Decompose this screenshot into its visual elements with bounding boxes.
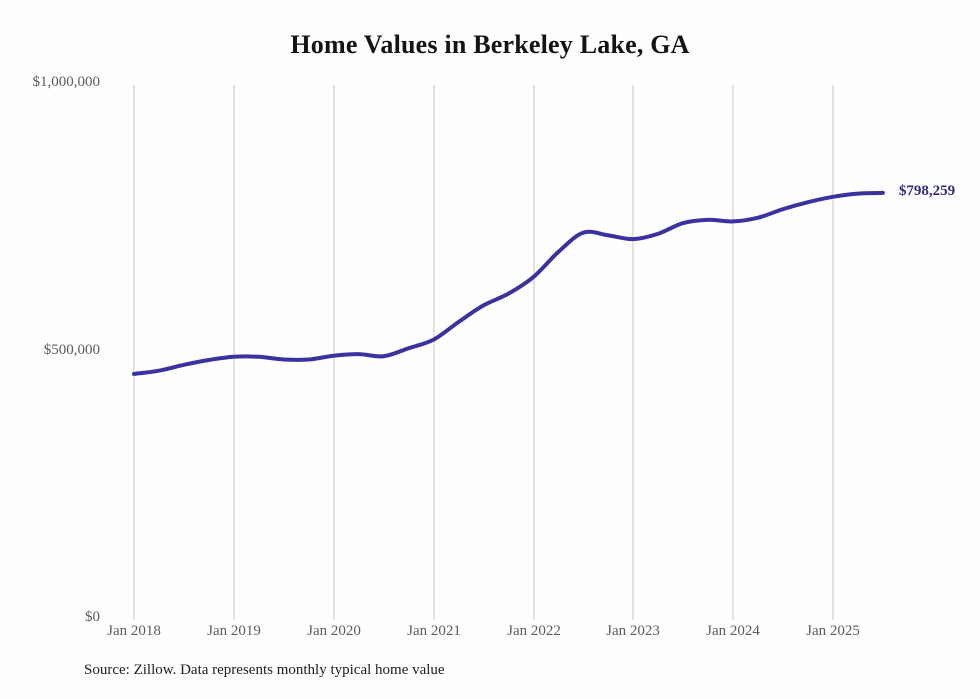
y-axis-tick-label-1000000: $1,000,000 [32, 74, 101, 90]
x-axis-tick-label-jan-2020: Jan 2020 [307, 623, 361, 639]
y-axis-tick-label-0: $0 [85, 609, 100, 625]
x-axis-tick-label-jan-2019: Jan 2019 [207, 623, 261, 639]
chart-title: Home Values in Berkeley Lake, GA [290, 30, 690, 59]
home-value-line-series [132, 190, 885, 376]
end-value-annotation: $798,259 [898, 182, 956, 199]
x-axis-tick-label-jan-2025: Jan 2025 [806, 623, 860, 639]
source-note: Source: Zillow. Data represents monthly … [84, 662, 445, 678]
vertical-gridlines [133, 85, 834, 620]
x-axis-tick-label-jan-2018: Jan 2018 [107, 623, 161, 639]
y-axis-tick-label-500000: $500,000 [43, 342, 100, 358]
x-axis-tick-label-jan-2023: Jan 2023 [606, 623, 660, 639]
x-axis-tick-label-jan-2021: Jan 2021 [407, 623, 461, 639]
x-axis-tick-label-jan-2024: Jan 2024 [706, 623, 760, 639]
x-axis-tick-label-jan-2022: Jan 2022 [507, 623, 561, 639]
